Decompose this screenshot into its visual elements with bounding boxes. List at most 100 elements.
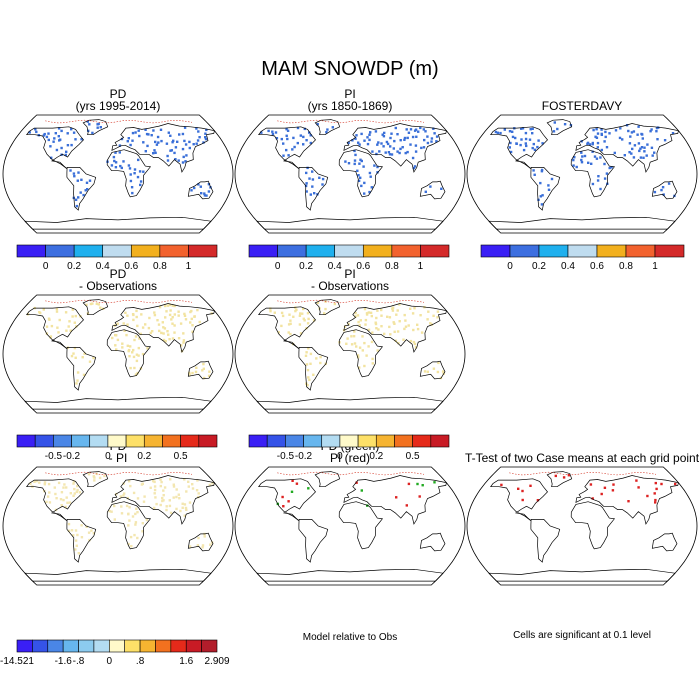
colorbar-swatch — [201, 639, 218, 653]
data-dot — [413, 307, 416, 310]
arctic-rim-pi — [277, 119, 425, 124]
data-dot — [288, 313, 291, 316]
data-dot — [421, 484, 424, 487]
data-dot — [78, 491, 82, 494]
data-dot — [289, 322, 292, 325]
data-dot — [351, 139, 354, 142]
data-dot — [63, 483, 66, 486]
data-dot — [632, 156, 636, 159]
data-dots-ttest — [500, 474, 677, 504]
data-dot — [353, 159, 357, 162]
data-dot — [64, 153, 67, 157]
data-dot — [282, 505, 285, 508]
colorbar-swatch — [420, 244, 450, 258]
data-dot — [190, 309, 193, 313]
data-dot — [414, 144, 418, 147]
data-dot — [73, 321, 76, 324]
data-dot — [635, 479, 638, 482]
data-dot — [35, 130, 38, 134]
data-dot — [159, 484, 162, 488]
data-dot — [197, 183, 200, 186]
colorbar-swatch — [139, 639, 156, 653]
panel-title-pd_pi-1: - PI — [109, 451, 128, 465]
colorbar-swatch — [362, 244, 393, 258]
data-dot — [305, 171, 308, 175]
data-dot — [130, 545, 133, 548]
data-dot — [412, 328, 415, 332]
data-dot — [168, 303, 171, 307]
data-dot — [589, 483, 593, 486]
data-dot — [580, 151, 583, 154]
data-dot — [532, 142, 535, 146]
data-dot — [323, 312, 326, 315]
colorbar-tick-label: 0 — [337, 451, 343, 462]
data-dot — [209, 543, 212, 546]
data-dot — [171, 304, 174, 307]
data-dot — [358, 324, 361, 327]
data-dot — [148, 316, 151, 320]
data-dot — [653, 190, 657, 194]
data-dot — [171, 316, 174, 319]
data-dot — [281, 495, 284, 499]
data-dot — [110, 164, 114, 167]
data-dot — [358, 346, 362, 349]
data-dot — [586, 142, 589, 145]
data-dot — [139, 180, 143, 183]
map-outline-ttest — [466, 466, 698, 586]
data-dot — [137, 354, 140, 357]
data-dot — [136, 536, 139, 540]
data-dot — [623, 154, 626, 157]
coastline-antarctica — [488, 216, 676, 230]
data-dot — [182, 339, 186, 342]
data-dot — [605, 146, 609, 149]
panel-title-pi-0: PI — [344, 87, 355, 101]
data-dot — [184, 143, 188, 146]
data-dot — [273, 311, 276, 314]
data-dot — [172, 139, 175, 142]
data-dot — [146, 144, 149, 148]
map-outline-pd_pi — [2, 466, 234, 586]
panel-title-pi-1: (yrs 1850-1869) — [308, 99, 393, 113]
data-dot — [385, 140, 389, 144]
data-dot — [153, 492, 156, 495]
data-dot — [302, 307, 305, 311]
data-dot — [293, 145, 296, 149]
data-dot — [580, 161, 584, 164]
colorbar-swatch — [188, 244, 218, 258]
data-dot — [165, 508, 168, 512]
coastline-africa — [338, 149, 384, 198]
data-dot — [92, 532, 95, 535]
data-dot — [136, 175, 140, 179]
data-dot — [204, 136, 207, 139]
data-dot — [366, 142, 370, 146]
colorbar-swatch — [180, 434, 200, 448]
data-dot — [674, 482, 677, 486]
data-dot — [141, 352, 145, 356]
data-dot — [169, 511, 173, 515]
data-dot — [520, 138, 523, 141]
data-dot — [365, 313, 369, 316]
coastline-africa — [570, 149, 616, 198]
data-dot — [275, 137, 279, 140]
data-dot — [167, 131, 170, 134]
data-dot — [79, 191, 82, 194]
data-dot — [183, 314, 187, 317]
data-dot — [207, 183, 211, 186]
coastline-eurasia — [343, 303, 447, 353]
data-dot — [522, 148, 526, 152]
data-dot — [386, 315, 389, 318]
data-dot — [141, 530, 144, 533]
data-dot — [207, 374, 211, 378]
data-dot — [111, 336, 114, 340]
data-dot — [366, 136, 369, 139]
data-dot — [432, 127, 435, 130]
data-dot — [135, 353, 139, 356]
data-dot — [183, 503, 187, 506]
data-dot — [205, 194, 208, 197]
data-dot — [188, 146, 191, 150]
data-dot — [112, 155, 116, 159]
coastline-south-america — [66, 519, 97, 563]
data-dot — [596, 146, 599, 149]
data-dot — [294, 306, 297, 309]
data-dot — [58, 318, 61, 322]
